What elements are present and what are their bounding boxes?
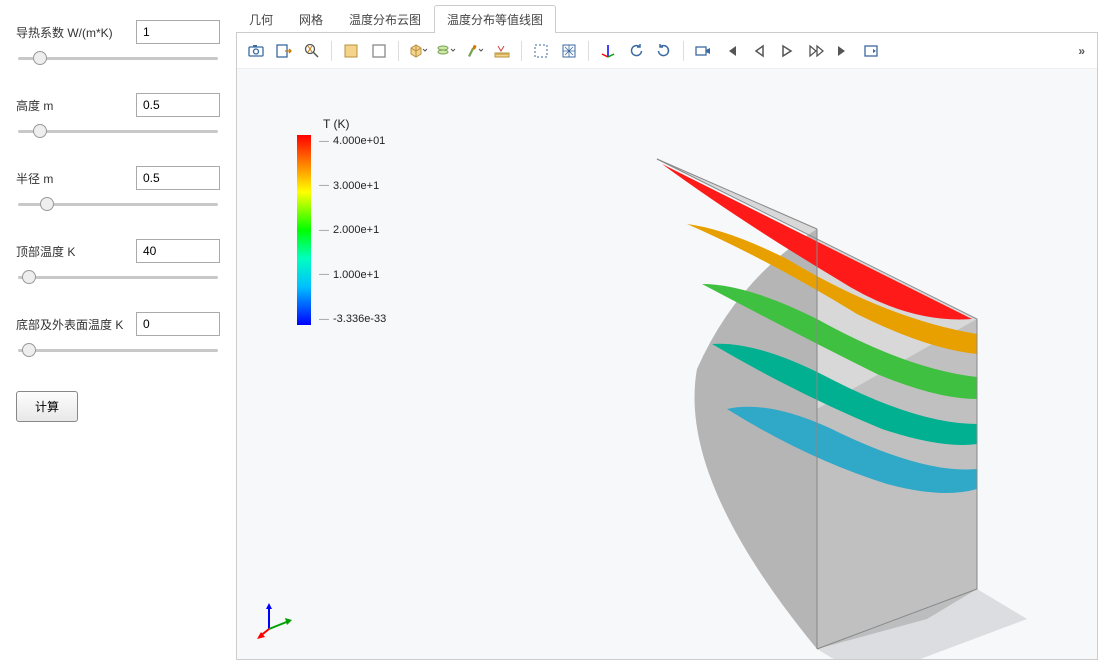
play-icon[interactable] <box>774 38 800 64</box>
video-icon[interactable] <box>690 38 716 64</box>
legend-tick: 4.000e+01 <box>319 135 386 147</box>
tab-tempcontour[interactable]: 温度分布等值线图 <box>434 5 556 33</box>
result-tabs: 几何 网格 温度分布云图 温度分布等值线图 <box>236 4 1098 32</box>
param-label-3: 顶部温度 K <box>16 243 128 260</box>
compute-button[interactable]: 计算 <box>16 391 78 422</box>
skip-first-icon[interactable] <box>718 38 744 64</box>
layers-dropdown-icon[interactable] <box>433 38 459 64</box>
param-input-height[interactable] <box>136 93 220 117</box>
legend-tick: 3.000e+1 <box>319 180 386 192</box>
viewport-toolbar: » <box>237 33 1097 69</box>
tab-geometry[interactable]: 几何 <box>236 5 286 33</box>
axes-icon[interactable] <box>595 38 621 64</box>
loop-icon[interactable] <box>858 38 884 64</box>
toolbar-separator <box>521 41 522 61</box>
zoom-icon[interactable] <box>299 38 325 64</box>
slider-toptemp[interactable] <box>18 269 218 285</box>
legend-tick: 1.000e+1 <box>319 269 386 281</box>
skip-last-icon[interactable] <box>830 38 856 64</box>
axis-triad-icon <box>257 599 297 639</box>
toolbar-separator <box>398 41 399 61</box>
step-back-icon[interactable] <box>746 38 772 64</box>
select-all-icon[interactable] <box>556 38 582 64</box>
box-wire-icon[interactable] <box>366 38 392 64</box>
legend-tick: 2.000e+1 <box>319 224 386 236</box>
toolbar-separator <box>588 41 589 61</box>
param-input-toptemp[interactable] <box>136 239 220 263</box>
legend-title: T (K) <box>323 117 386 131</box>
cube-dropdown-icon[interactable] <box>405 38 431 64</box>
param-label-2: 半径 m <box>16 170 128 187</box>
rotate-ccw-icon[interactable] <box>623 38 649 64</box>
slider-radius[interactable] <box>18 196 218 212</box>
export-icon[interactable] <box>271 38 297 64</box>
tab-mesh[interactable]: 网格 <box>286 5 336 33</box>
color-legend: T (K) 4.000e+01 3.000e+1 2.000e+1 1.000e… <box>297 117 386 325</box>
box-solid-icon[interactable] <box>338 38 364 64</box>
param-input-radius[interactable] <box>136 166 220 190</box>
slider-conductivity[interactable] <box>18 50 218 66</box>
slider-bottemp[interactable] <box>18 342 218 358</box>
slider-height[interactable] <box>18 123 218 139</box>
brush-dropdown-icon[interactable] <box>461 38 487 64</box>
viewport-3d[interactable]: T (K) 4.000e+01 3.000e+1 2.000e+1 1.000e… <box>237 69 1097 659</box>
param-label-0: 导热系数 W/(m*K) <box>16 24 128 41</box>
canvas-frame: » <box>236 32 1098 660</box>
tab-tempcloud[interactable]: 温度分布云图 <box>336 5 434 33</box>
param-input-bottemp[interactable] <box>136 312 220 336</box>
ruler-icon[interactable] <box>489 38 515 64</box>
param-input-conductivity[interactable] <box>136 20 220 44</box>
step-fwd-icon[interactable] <box>802 38 828 64</box>
param-label-1: 高度 m <box>16 97 128 114</box>
model-render <box>487 109 1047 659</box>
param-label-4: 底部及外表面温度 K <box>16 316 128 333</box>
legend-tick: -3.336e-33 <box>319 313 386 325</box>
select-rect-icon[interactable] <box>528 38 554 64</box>
rotate-cw-icon[interactable] <box>651 38 677 64</box>
camera-icon[interactable] <box>243 38 269 64</box>
toolbar-separator <box>683 41 684 61</box>
toolbar-overflow[interactable]: » <box>1072 44 1091 58</box>
legend-gradient <box>297 135 311 325</box>
toolbar-separator <box>331 41 332 61</box>
